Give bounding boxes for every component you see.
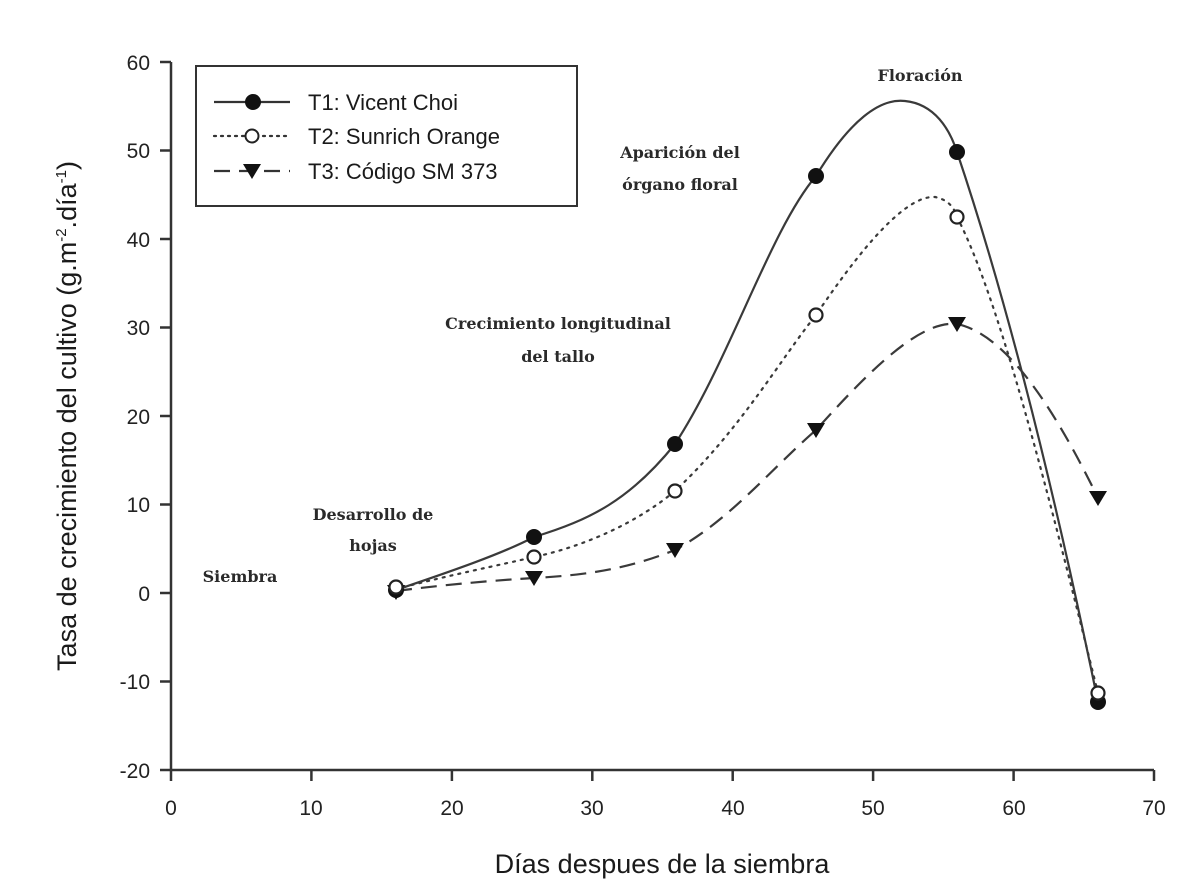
circle-marker (808, 168, 824, 184)
circle-marker (526, 529, 542, 545)
x-tick-60: 60 (1002, 797, 1025, 820)
triangle-marker (1089, 491, 1107, 506)
triangle-marker (948, 317, 966, 332)
triangle-marker (525, 571, 543, 586)
y-axis-title-end: ) (52, 161, 82, 170)
series-t3-markers (387, 317, 1107, 600)
open-circle-marker (526, 549, 542, 565)
y-tick-20: 20 (127, 406, 150, 429)
annotation-floracion: Floración (877, 66, 962, 85)
annotation-siembra: Siembra (203, 567, 278, 586)
legend-item-t3: T3: Código SM 373 (214, 159, 498, 184)
x-axis (169, 768, 1156, 781)
legend-label-t3: T3: Código SM 373 (308, 159, 498, 184)
y-tick-0: 0 (138, 583, 150, 606)
y-tick-40: 40 (127, 229, 150, 252)
x-tick-10: 10 (299, 797, 322, 820)
circle-marker (667, 436, 683, 452)
annotation-aparicion-line2: órgano floral (622, 175, 738, 194)
legend-label-t2: T2: Sunrich Orange (308, 124, 500, 149)
y-tick-10: 10 (127, 494, 150, 517)
y-axis-title-main: Tasa de crecimiento del cultivo (g.m (52, 242, 82, 671)
triangle-marker (666, 543, 684, 558)
open-circle-marker (388, 579, 404, 595)
y-tick-60: 60 (127, 52, 150, 75)
triangle-marker (807, 423, 825, 438)
y-tick-50: 50 (127, 140, 150, 163)
x-tick-40: 40 (721, 797, 744, 820)
y-tick-labels: 60 50 40 30 20 10 0 -10 -20 (120, 52, 150, 783)
x-tick-50: 50 (861, 797, 884, 820)
legend: T1: Vicent Choi T2: Sunrich Orange T3: C… (195, 65, 578, 207)
y-axis-title-sup2: -1 (53, 170, 70, 183)
annotation-crecimiento-line2: del tallo (521, 347, 595, 366)
series-t2-line (394, 195, 1100, 695)
open-circle-marker (808, 307, 824, 323)
x-tick-20: 20 (440, 797, 463, 820)
y-tick-minus20: -20 (120, 760, 150, 783)
x-tick-70: 70 (1142, 797, 1165, 820)
y-axis (160, 60, 173, 772)
legend-label-t1: T1: Vicent Choi (308, 90, 458, 115)
stage-annotations: Siembra Desarrollo de hojas Crecimiento … (203, 66, 963, 586)
legend-item-t1: T1: Vicent Choi (214, 90, 458, 115)
x-tick-labels: 0 10 20 30 40 50 60 70 (165, 797, 1166, 820)
circle-marker (949, 144, 965, 160)
open-circle-marker (667, 483, 683, 499)
annotation-desarrollo-line2: hojas (349, 536, 396, 555)
annotation-crecimiento-line1: Crecimiento longitudinal (445, 314, 671, 333)
series-t2-markers (388, 209, 1106, 701)
legend-item-t2: T2: Sunrich Orange (212, 124, 500, 149)
y-tick-minus10: -10 (120, 671, 150, 694)
x-axis-title: Días despues de la siembra (495, 849, 831, 879)
x-tick-30: 30 (580, 797, 603, 820)
annotation-aparicion-line1: Aparición del (619, 143, 740, 162)
y-axis-title: Tasa de crecimiento del cultivo (g.m-2.d… (52, 161, 82, 671)
x-tick-0: 0 (165, 797, 177, 820)
annotation-desarrollo-line1: Desarrollo de (313, 505, 434, 524)
y-axis-title-mid: .día (52, 182, 82, 228)
open-circle-marker (949, 209, 965, 225)
open-circle-marker (1090, 685, 1106, 701)
y-axis-title-sup1: -2 (53, 228, 70, 241)
y-tick-30: 30 (127, 317, 150, 340)
series-t1-markers (388, 144, 1106, 710)
